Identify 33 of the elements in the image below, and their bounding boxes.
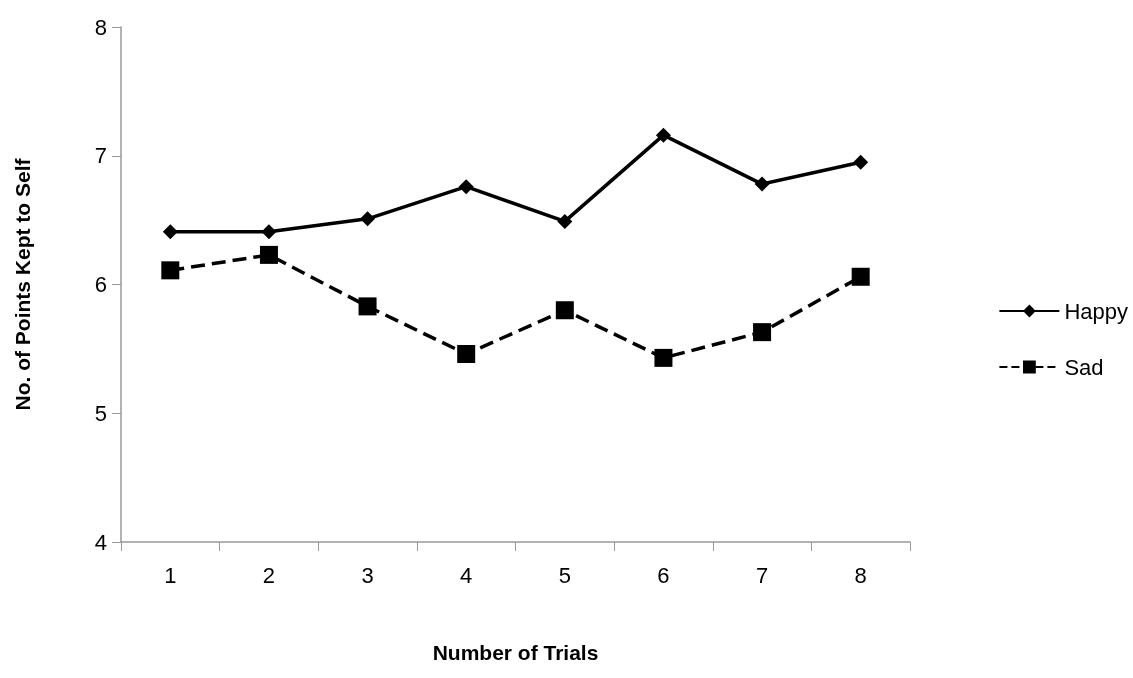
point <box>358 297 377 316</box>
y-tick-label: 5 <box>94 400 107 426</box>
x-tick-label: 4 <box>460 562 473 588</box>
y-axis-title: No. of Points Kept to Self <box>11 157 34 411</box>
point <box>853 154 869 170</box>
x-tick-label: 8 <box>854 562 867 588</box>
y-tick-label: 6 <box>94 272 107 297</box>
x-tick-label: 5 <box>558 562 571 588</box>
point <box>851 267 870 286</box>
x-tick-label: 3 <box>361 562 374 588</box>
y-tick-label: 4 <box>94 529 107 555</box>
point <box>754 176 770 192</box>
point <box>557 213 573 229</box>
point <box>360 211 376 227</box>
point <box>457 345 476 364</box>
point <box>555 301 574 320</box>
x-tick-label: 1 <box>164 562 177 588</box>
point <box>162 224 178 240</box>
point <box>261 224 277 240</box>
point <box>654 348 673 367</box>
point <box>753 323 772 342</box>
x-tick-label: 2 <box>262 562 276 588</box>
y-tick-label: 7 <box>94 143 107 169</box>
point <box>161 261 180 280</box>
point <box>259 245 278 264</box>
legend-label: Happy <box>1064 298 1128 324</box>
legend-label: Sad <box>1064 354 1104 380</box>
x-tick-label: 6 <box>657 562 670 588</box>
x-axis-title: Number of Trials <box>432 641 599 664</box>
point <box>458 179 474 195</box>
y-tick-label: 8 <box>94 14 107 40</box>
x-tick-label: 7 <box>755 562 769 588</box>
point <box>655 127 671 143</box>
